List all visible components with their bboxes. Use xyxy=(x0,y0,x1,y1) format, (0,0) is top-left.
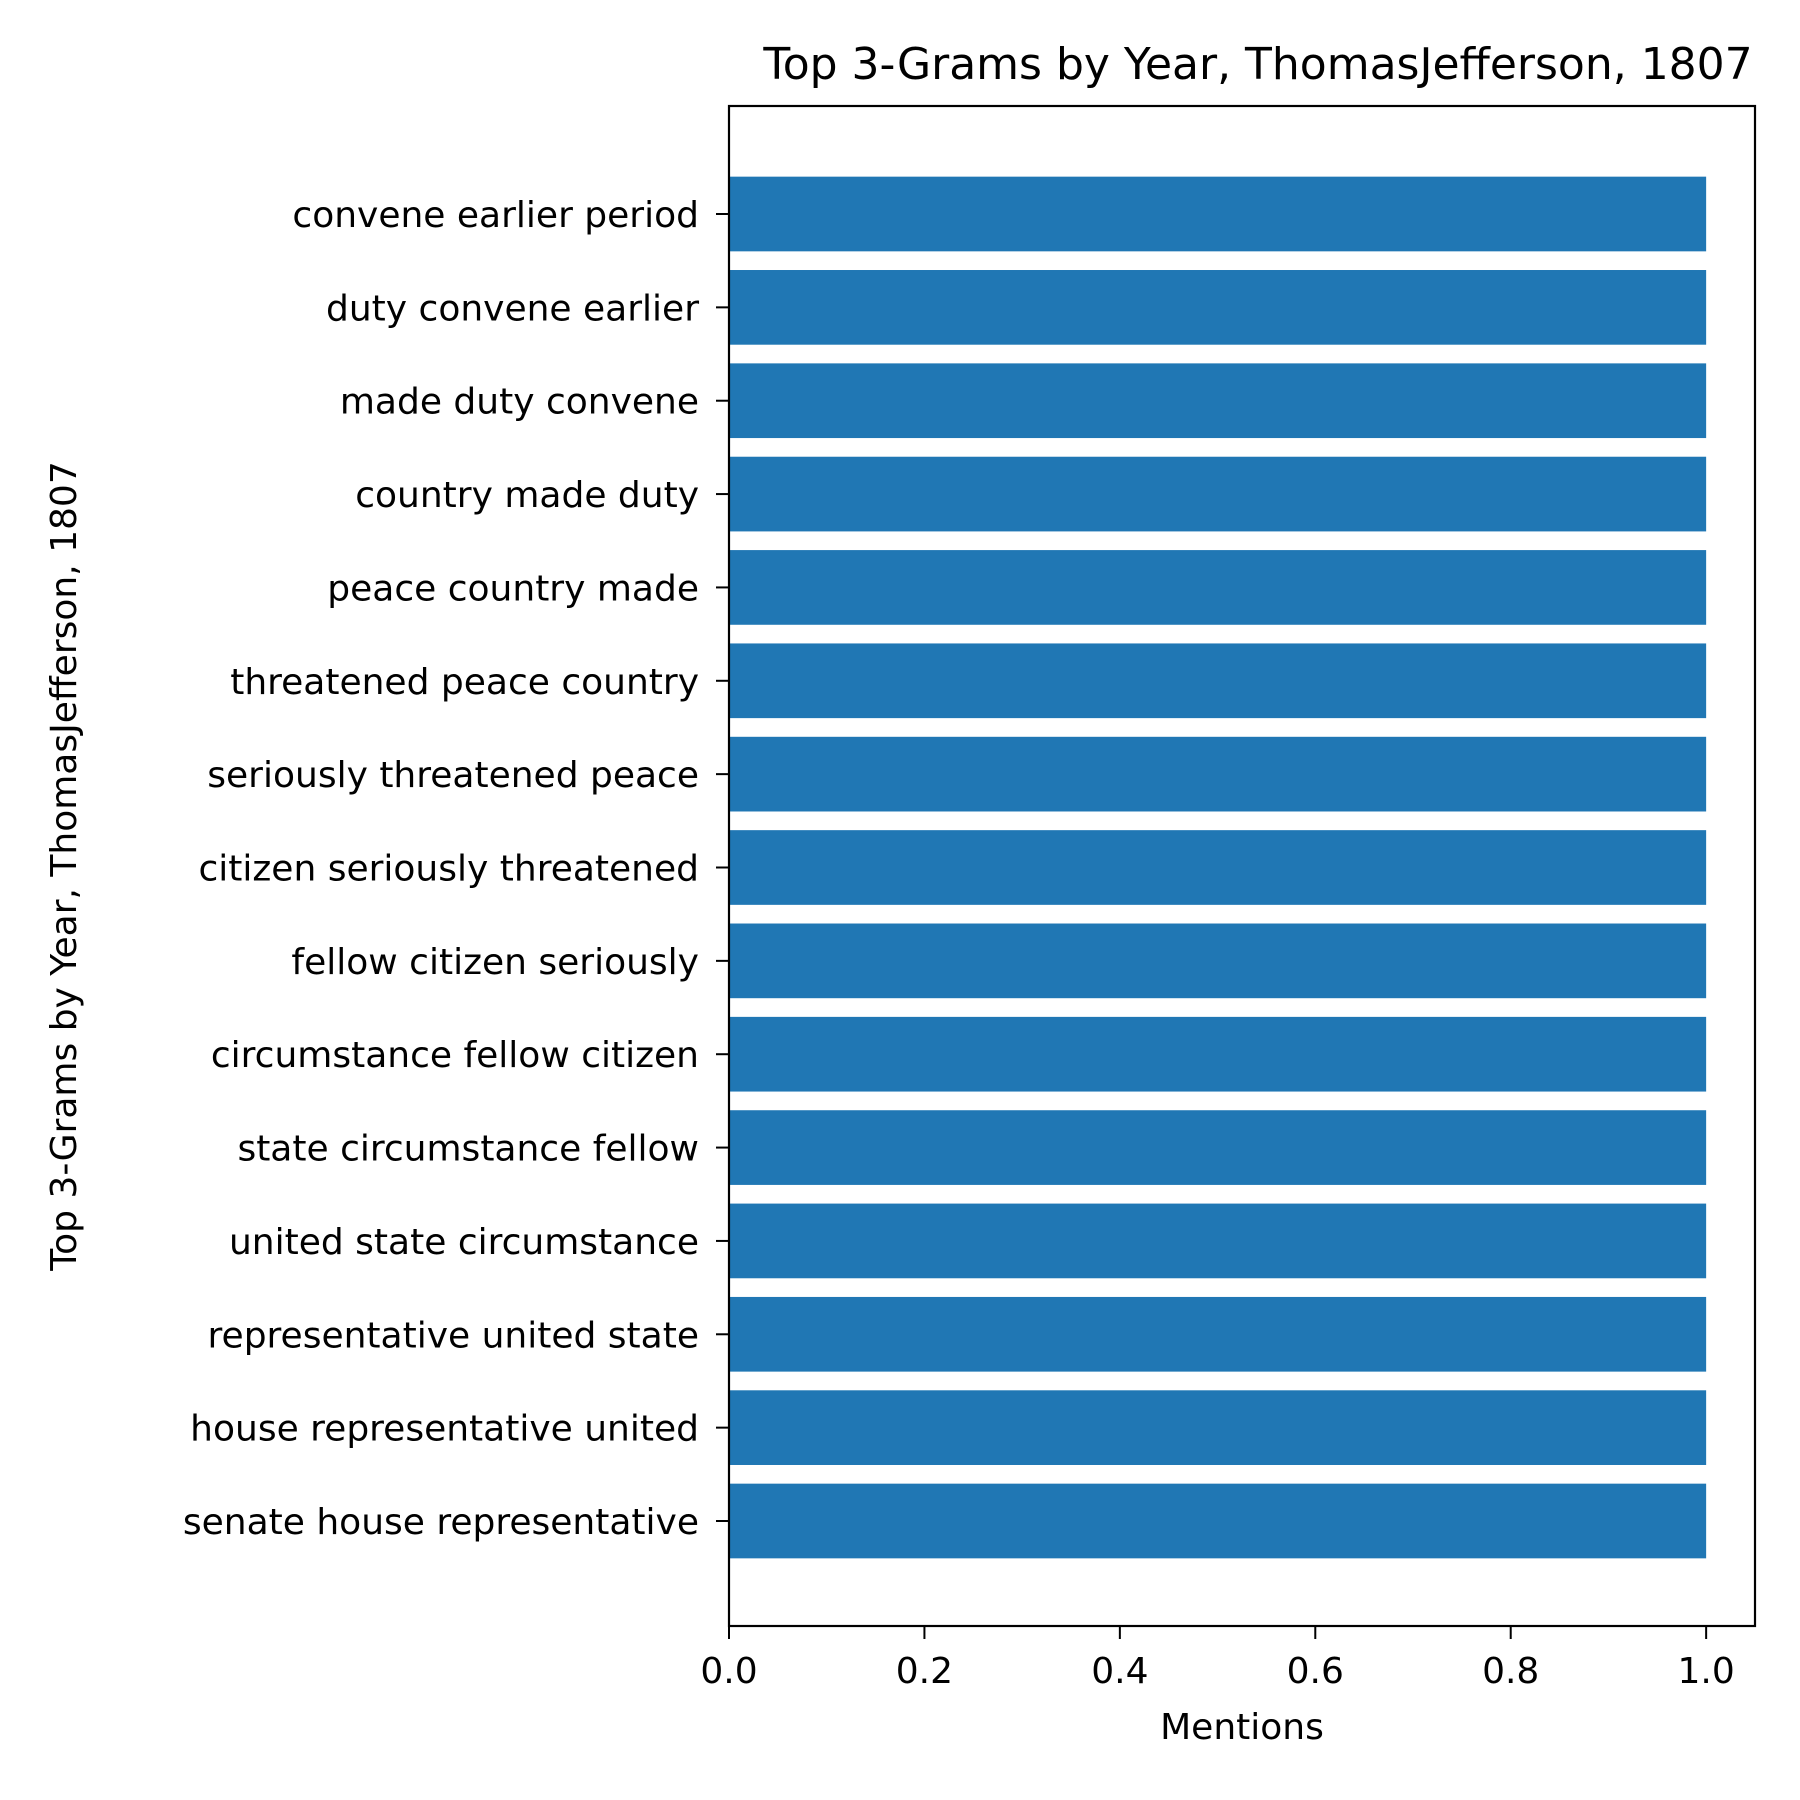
bar xyxy=(729,456,1707,532)
bar xyxy=(729,1296,1707,1372)
y-tick-label: peace country made xyxy=(327,568,699,609)
x-tick-label: 0.4 xyxy=(1091,1651,1148,1692)
x-tick-label: 1.0 xyxy=(1678,1651,1735,1692)
bar xyxy=(729,1016,1707,1092)
bar xyxy=(729,363,1707,439)
y-tick-label: fellow citizen seriously xyxy=(291,942,699,983)
x-tick-label: 0.2 xyxy=(896,1651,953,1692)
y-tick-label: united state circumstance xyxy=(229,1222,699,1263)
y-tick-label: senate house representative xyxy=(183,1502,699,1543)
bar xyxy=(729,176,1707,252)
bar xyxy=(729,550,1707,625)
x-tick-label: 0.8 xyxy=(1482,1651,1539,1692)
bar xyxy=(729,1110,1707,1185)
x-tick-label: 0.6 xyxy=(1287,1651,1344,1692)
plot-frame xyxy=(727,104,1757,1628)
y-tick-label: duty convene earlier xyxy=(326,288,699,329)
bar xyxy=(729,270,1707,345)
x-axis-ticks: 0.0 0.2 0.4 0.6 0.8 1.0 xyxy=(700,1626,1735,1692)
y-tick-label: circumstance fellow citizen xyxy=(211,1035,699,1076)
chart-title: Top 3-Grams by Year, ThomasJefferson, 18… xyxy=(762,39,1752,90)
y-tick-label: country made duty xyxy=(355,475,699,516)
y-tick-label: citizen seriously threatened xyxy=(198,849,699,890)
bar xyxy=(729,1483,1707,1559)
x-axis-label: Mentions xyxy=(1160,1707,1324,1748)
y-tick-label: state circumstance fellow xyxy=(237,1129,699,1170)
x-tick-label: 0.0 xyxy=(700,1651,757,1692)
bar xyxy=(729,1390,1707,1465)
bar xyxy=(729,1203,1707,1279)
y-tick-label: seriously threatened peace xyxy=(207,755,699,796)
bars-group xyxy=(729,176,1707,1559)
y-tick-label: house representative united xyxy=(190,1409,699,1450)
y-tick-label: made duty convene xyxy=(340,382,699,423)
bar xyxy=(729,643,1707,719)
y-tick-label: convene earlier period xyxy=(292,195,699,236)
y-axis-label: Top 3-Grams by Year, ThomasJefferson, 18… xyxy=(44,461,85,1271)
bar xyxy=(729,736,1707,812)
bar xyxy=(729,923,1707,999)
bar xyxy=(729,830,1707,905)
y-tick-label: representative united state xyxy=(208,1315,699,1356)
y-tick-label: threatened peace country xyxy=(230,662,699,703)
y-axis-ticks: senate house representative house represe… xyxy=(183,195,729,1543)
